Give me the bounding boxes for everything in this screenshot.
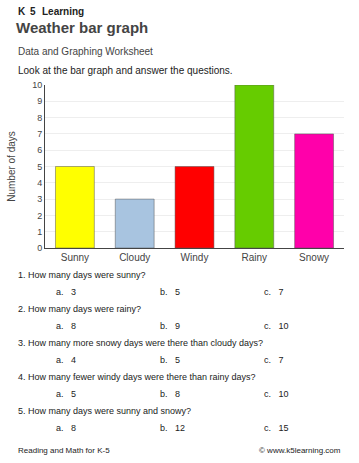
svg-text:4. How many fewer windy days w: 4. How many fewer windy days were there … <box>18 372 256 382</box>
svg-text:a. 3: a. 3 <box>56 287 76 297</box>
svg-text:Reading and Math for K-5: Reading and Math for K-5 <box>18 446 110 455</box>
svg-text:1. How many days were sunny?: 1. How many days were sunny? <box>18 270 146 280</box>
svg-text:b. 12: b. 12 <box>160 423 185 433</box>
svg-text:b. 5: b. 5 <box>160 287 180 297</box>
svg-text:b. 8: b. 8 <box>160 389 180 399</box>
svg-text:10: 10 <box>32 80 42 90</box>
svg-text:Windy: Windy <box>181 252 209 263</box>
svg-text:c. 15: c. 15 <box>264 423 289 433</box>
svg-text:Weather bar graph: Weather bar graph <box>16 19 148 36</box>
svg-text:Learning: Learning <box>42 6 84 17</box>
svg-text:6: 6 <box>37 145 42 155</box>
svg-text:7: 7 <box>37 129 42 139</box>
svg-text:8: 8 <box>37 113 42 123</box>
svg-text:5: 5 <box>37 162 42 172</box>
svg-text:a. 8: a. 8 <box>56 423 76 433</box>
svg-text:3: 3 <box>37 194 42 204</box>
svg-text:a. 4: a. 4 <box>56 355 76 365</box>
svg-text:5. How many days were sunny an: 5. How many days were sunny and snowy? <box>18 406 191 416</box>
svg-text:2. How many days were rainy?: 2. How many days were rainy? <box>18 304 141 314</box>
svg-text:K: K <box>18 6 26 17</box>
svg-text:Look at the bar graph and answ: Look at the bar graph and answer the que… <box>18 65 233 76</box>
svg-text:Cloudy: Cloudy <box>119 252 150 263</box>
svg-text:b. 9: b. 9 <box>160 321 180 331</box>
svg-text:9: 9 <box>37 96 42 106</box>
svg-text:b. 5: b. 5 <box>160 355 180 365</box>
svg-text:Number of days: Number of days <box>6 131 17 202</box>
svg-text:Sunny: Sunny <box>61 252 89 263</box>
svg-text:1: 1 <box>37 227 42 237</box>
svg-text:© www.k5learning.com: © www.k5learning.com <box>259 446 341 455</box>
svg-text:5: 5 <box>30 6 36 17</box>
svg-text:0: 0 <box>37 243 42 253</box>
svg-text:Data and Graphing Worksheet: Data and Graphing Worksheet <box>18 46 153 57</box>
svg-text:c. 10: c. 10 <box>264 389 289 399</box>
svg-text:4: 4 <box>37 178 42 188</box>
svg-text:a. 5: a. 5 <box>56 389 76 399</box>
svg-text:c. 10: c. 10 <box>264 321 289 331</box>
svg-text:2: 2 <box>37 211 42 221</box>
svg-text:Rainy: Rainy <box>242 252 268 263</box>
svg-text:3. How many more snowy days we: 3. How many more snowy days were there t… <box>18 338 263 348</box>
svg-text:c. 7: c. 7 <box>264 355 284 365</box>
svg-text:a. 8: a. 8 <box>56 321 76 331</box>
svg-text:c. 7: c. 7 <box>264 287 284 297</box>
svg-text:Snowy: Snowy <box>299 252 329 263</box>
